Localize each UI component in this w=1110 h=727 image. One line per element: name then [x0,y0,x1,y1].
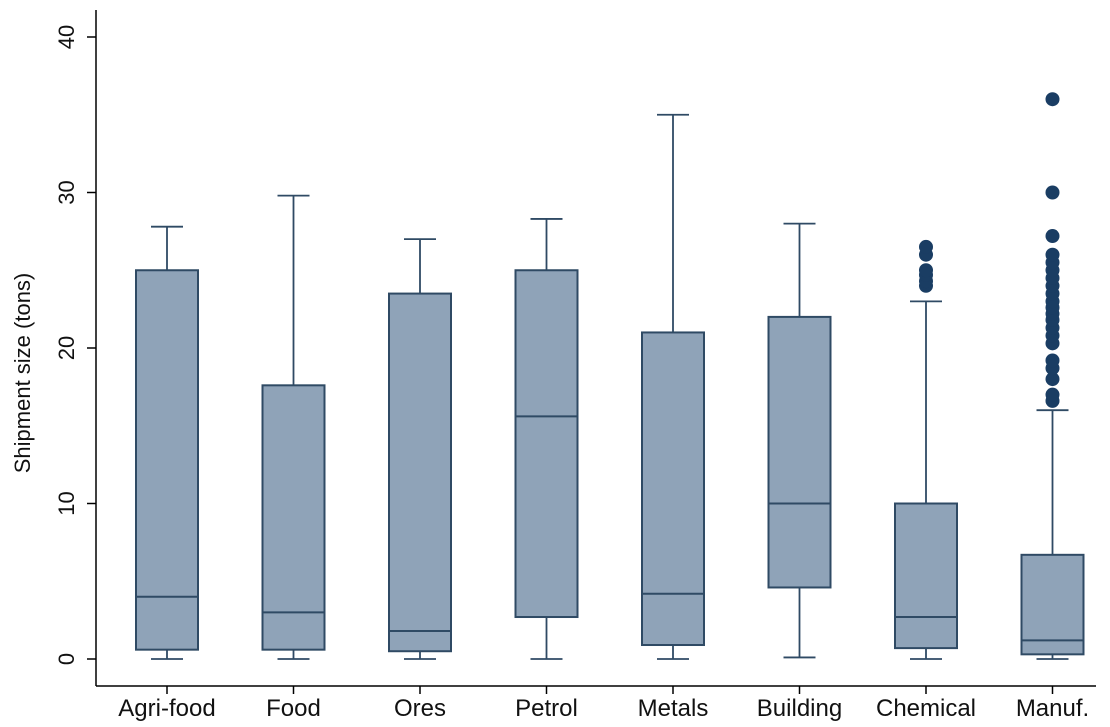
box-iqr [1020,553,1085,656]
box-iqr [135,269,199,651]
x-tick-label: Food [266,695,321,722]
y-axis-title: Shipment size (tons) [10,273,35,474]
outlier-point [919,239,933,254]
y-tick-label: 10 [54,491,79,515]
outlier-point [919,263,933,278]
outlier-point [1045,353,1060,368]
x-tick-label: Metals [638,695,709,722]
outlier-point [1045,185,1060,200]
box-iqr [514,269,579,619]
box-agri-food [135,225,199,660]
box-food [261,194,326,660]
x-tick-label: Building [757,695,842,722]
box-iqr [641,331,705,647]
y-tick-label: 30 [54,180,79,204]
box-iqr [767,315,832,589]
outlier-point [1045,229,1060,244]
outlier-point [1045,387,1060,402]
box-iqr [261,384,326,651]
outlier-point [1045,372,1060,387]
y-tick-label: 40 [54,25,79,49]
box-petrol [514,218,579,660]
y-tick-label: 0 [54,653,79,665]
box-ores [388,238,452,660]
box-iqr [894,502,958,650]
labels-group: 0 10 20 30 40 Shipment size (tons) Agri-food Fo… [10,25,1089,722]
x-tick-label: Agri-food [118,695,215,722]
outlier-point [1045,247,1060,262]
y-tick-label: 20 [54,336,79,360]
box-manuf [1020,92,1085,660]
axes-group [87,10,1096,694]
x-tick-label: Manuf. [1016,695,1089,722]
boxes-group [135,92,1085,660]
box-metals [641,113,705,660]
outlier-point [1045,92,1060,107]
box-building [767,222,832,659]
box-iqr [388,292,452,653]
x-tick-label: Petrol [515,695,578,722]
x-tick-label: Chemical [876,695,976,722]
x-tick-label: Ores [394,695,446,722]
box-chemical [894,239,958,660]
